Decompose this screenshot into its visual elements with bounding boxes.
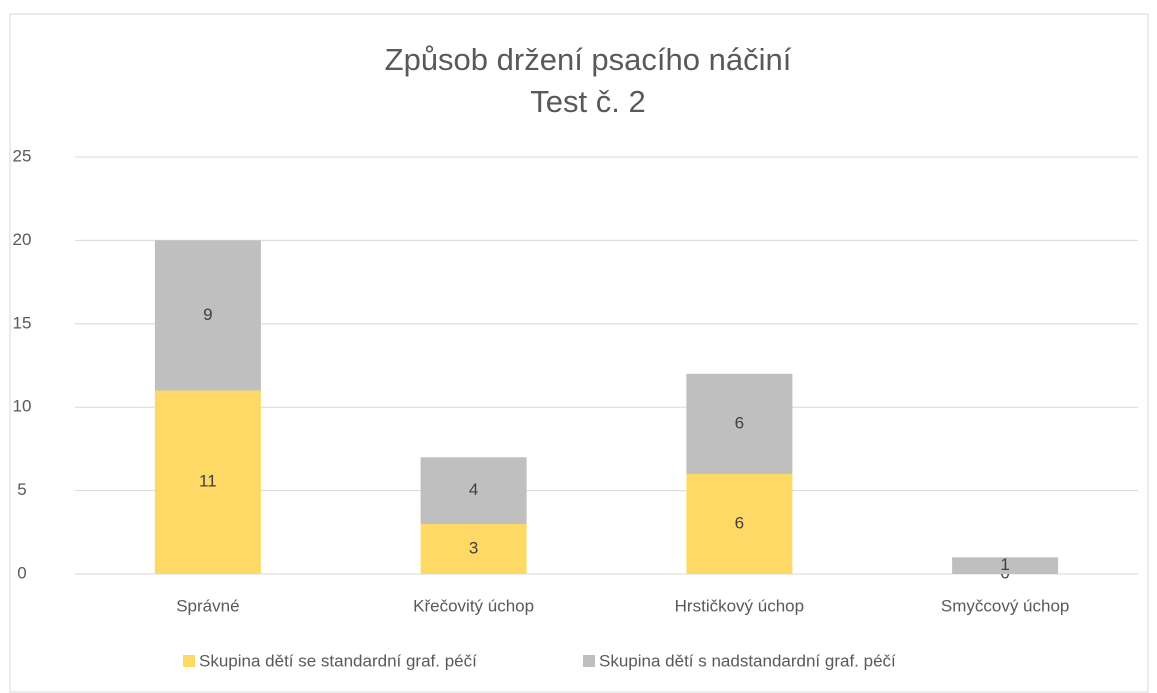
- bar-segment: [686, 373, 793, 474]
- bar-segment: [420, 457, 527, 524]
- y-tick-label: 15: [13, 313, 32, 332]
- data-label: 4: [469, 480, 478, 499]
- data-label: 9: [203, 305, 212, 324]
- x-tick-label: Hrstičkový úchop: [675, 596, 804, 615]
- bar-segment: [154, 240, 261, 391]
- bar-segment: [154, 390, 261, 574]
- data-label: 1: [1000, 555, 1009, 574]
- legend-label: Skupina dětí s nadstandardní graf. péčí: [599, 651, 896, 670]
- data-label: 3: [469, 538, 478, 557]
- legend-swatch: [583, 655, 595, 667]
- legend-label: Skupina dětí se standardní graf. péčí: [199, 651, 477, 670]
- data-label: 11: [199, 472, 217, 491]
- bar-segment: [420, 523, 527, 574]
- bar-segment: [686, 473, 793, 574]
- y-tick-label: 10: [13, 397, 32, 416]
- y-tick-label: 25: [13, 146, 32, 165]
- bar-segment: [952, 557, 1059, 574]
- data-label: 6: [735, 413, 744, 432]
- x-tick-label: Křečovitý úchop: [413, 596, 534, 615]
- y-tick-label: 20: [13, 230, 32, 249]
- y-tick-label: 5: [17, 480, 26, 499]
- legend-swatch: [183, 655, 195, 667]
- chart-subtitle: Test č. 2: [530, 84, 645, 119]
- chart-title: Způsob držení psacího náčiní: [385, 42, 792, 77]
- x-tick-label: Smyčcový úchop: [941, 596, 1070, 615]
- y-tick-label: 0: [17, 563, 26, 582]
- data-label: 6: [735, 513, 744, 532]
- x-tick-label: Správné: [176, 596, 239, 615]
